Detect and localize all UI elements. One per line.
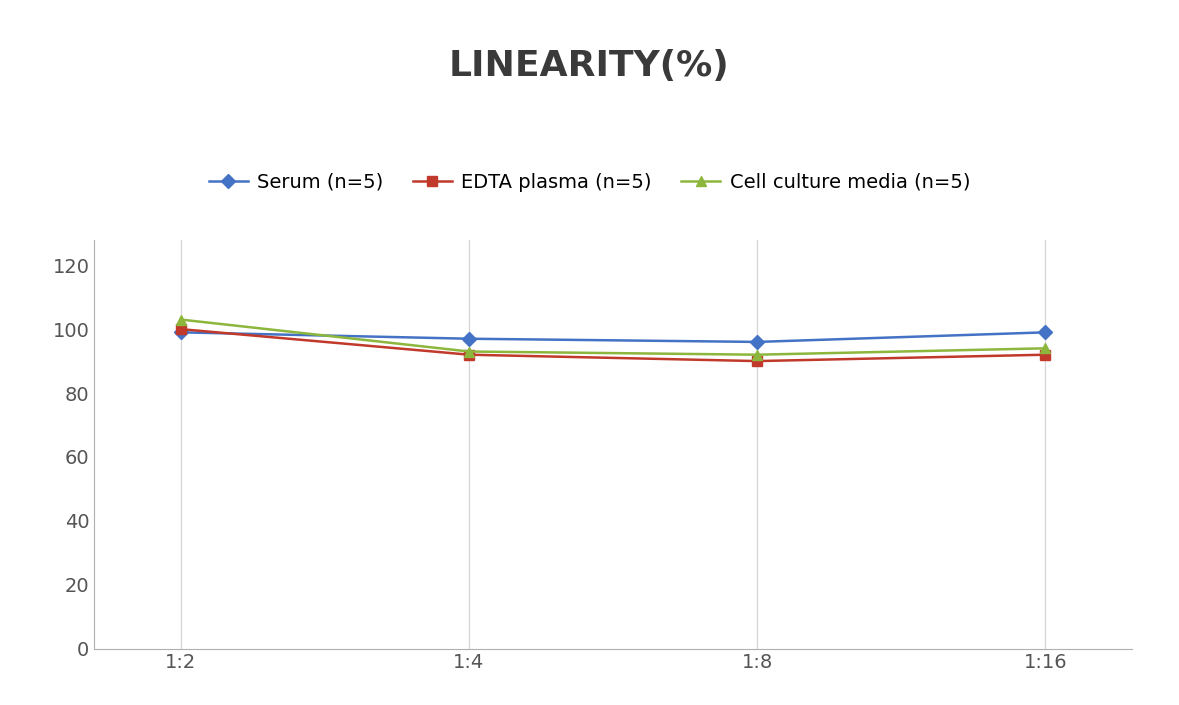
Cell culture media (n=5) <box>1039 344 1053 352</box>
Serum (n=5) <box>750 338 764 346</box>
EDTA plasma (n=5) <box>462 350 476 359</box>
EDTA plasma (n=5) <box>1039 350 1053 359</box>
Cell culture media (n=5) <box>462 348 476 356</box>
Text: LINEARITY(%): LINEARITY(%) <box>449 49 730 83</box>
EDTA plasma (n=5) <box>173 325 187 333</box>
EDTA plasma (n=5) <box>750 357 764 365</box>
Legend: Serum (n=5), EDTA plasma (n=5), Cell culture media (n=5): Serum (n=5), EDTA plasma (n=5), Cell cul… <box>200 165 979 200</box>
Serum (n=5) <box>173 328 187 336</box>
Cell culture media (n=5) <box>173 315 187 324</box>
Line: EDTA plasma (n=5): EDTA plasma (n=5) <box>176 324 1050 366</box>
Cell culture media (n=5) <box>750 350 764 359</box>
Serum (n=5) <box>1039 328 1053 336</box>
Line: Cell culture media (n=5): Cell culture media (n=5) <box>176 314 1050 360</box>
Line: Serum (n=5): Serum (n=5) <box>176 328 1050 347</box>
Serum (n=5) <box>462 334 476 343</box>
